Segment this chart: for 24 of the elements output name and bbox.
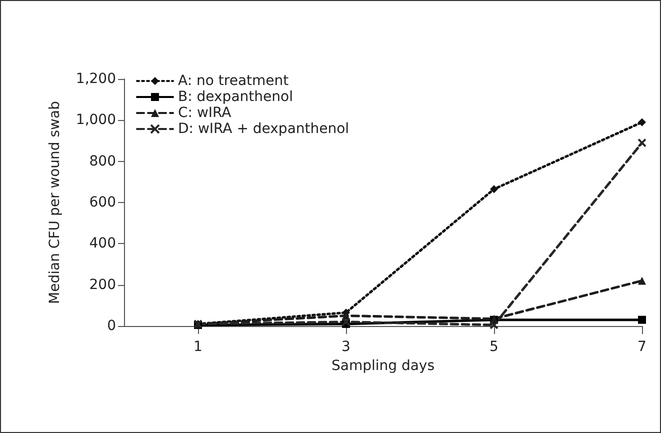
point: [638, 316, 646, 324]
point: [490, 185, 498, 194]
x-tick-label: 7: [638, 339, 646, 355]
x-axis-title: Sampling days: [331, 358, 435, 374]
x-tick-label: 3: [342, 339, 350, 355]
y-tick-label: 400: [89, 236, 116, 252]
legend-label: D: wIRA + dexpanthenol: [178, 121, 350, 137]
y-axis-title: Median CFU per wound swab: [47, 100, 63, 304]
x-tick-label: 5: [490, 339, 498, 355]
y-tick-label: 1,200: [76, 71, 116, 87]
y-tick-label: 800: [89, 153, 116, 170]
legend-label: B: dexpanthenol: [178, 89, 293, 105]
legend-label: C: wIRA: [178, 105, 232, 121]
x-tick-label: 1: [194, 339, 202, 355]
legend-label: A: no treatment: [178, 73, 290, 89]
y-tick-label: 1,000: [76, 112, 116, 128]
point: [490, 320, 498, 330]
point: [638, 118, 646, 126]
y-tick-label: 200: [89, 276, 116, 293]
point: [638, 276, 646, 285]
y-tick-label: 600: [89, 194, 116, 210]
point: [342, 317, 350, 326]
point: [638, 138, 646, 148]
y-tick-label: 0: [107, 318, 116, 334]
